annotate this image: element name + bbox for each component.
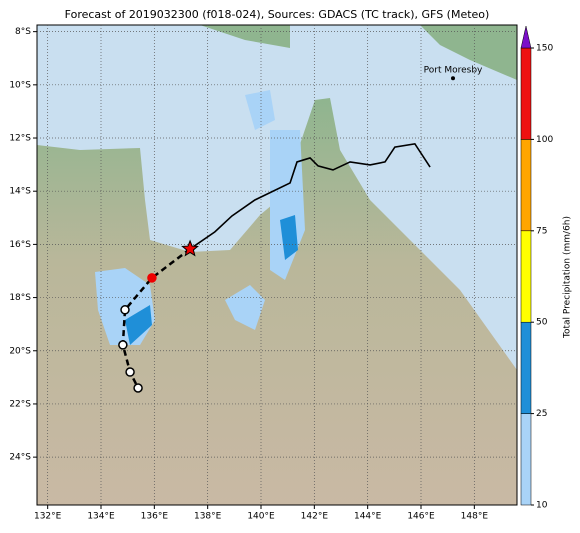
forecast-point — [120, 305, 130, 315]
colorbar-tick-label: 75 — [536, 226, 547, 236]
y-tick-label: 20°S — [9, 346, 31, 356]
colorbar-tick-label: 50 — [536, 318, 548, 328]
place-label: Port Moresby — [424, 66, 483, 76]
y-tick-label: 18°S — [9, 293, 31, 303]
x-tick-label: 148°E — [461, 512, 489, 522]
colorbar-tick-label: 100 — [536, 135, 553, 145]
y-tick-label: 10°S — [9, 80, 31, 90]
colorbar-tick-label: 150 — [536, 44, 553, 54]
colorbar-segment — [520, 139, 532, 232]
x-tick-label: 136°E — [141, 512, 169, 522]
x-tick-label: 132°E — [34, 512, 62, 522]
forecast-point — [125, 367, 135, 377]
x-tick-label: 144°E — [354, 512, 382, 522]
colorbar-tick-label: 25 — [536, 409, 547, 419]
forecast-point — [147, 273, 157, 283]
y-tick-label: 12°S — [9, 134, 31, 144]
map-frame — [36, 24, 518, 506]
y-tick-label: 14°S — [9, 187, 31, 197]
colorbar-segment — [520, 413, 532, 506]
x-tick-label: 142°E — [301, 512, 329, 522]
x-tick-label: 138°E — [194, 512, 222, 522]
colorbar-extend — [520, 25, 532, 49]
x-tick-label: 140°E — [247, 512, 275, 522]
y-tick-label: 22°S — [9, 399, 31, 409]
forecast-point — [133, 383, 143, 393]
colorbar-label: Total Precipitation (mm/6h) — [563, 216, 573, 339]
y-tick-label: 24°S — [9, 453, 31, 463]
colorbar-tick-label: 10 — [536, 501, 548, 511]
place-marker — [451, 76, 455, 81]
current-position — [181, 239, 199, 257]
x-tick-label: 134°E — [87, 512, 115, 522]
colorbar-segment — [520, 321, 532, 414]
y-tick-label: 8°S — [15, 27, 31, 37]
y-tick-label: 16°S — [9, 240, 31, 250]
map-title: Forecast of 2019032300 (f018-024), Sourc… — [65, 8, 490, 21]
observed-track — [189, 142, 431, 250]
basemap — [37, 25, 517, 505]
colorbar-segment — [520, 47, 532, 140]
x-tick-label: 146°E — [407, 512, 435, 522]
colorbar-segment — [520, 230, 532, 323]
forecast-point — [118, 340, 128, 350]
